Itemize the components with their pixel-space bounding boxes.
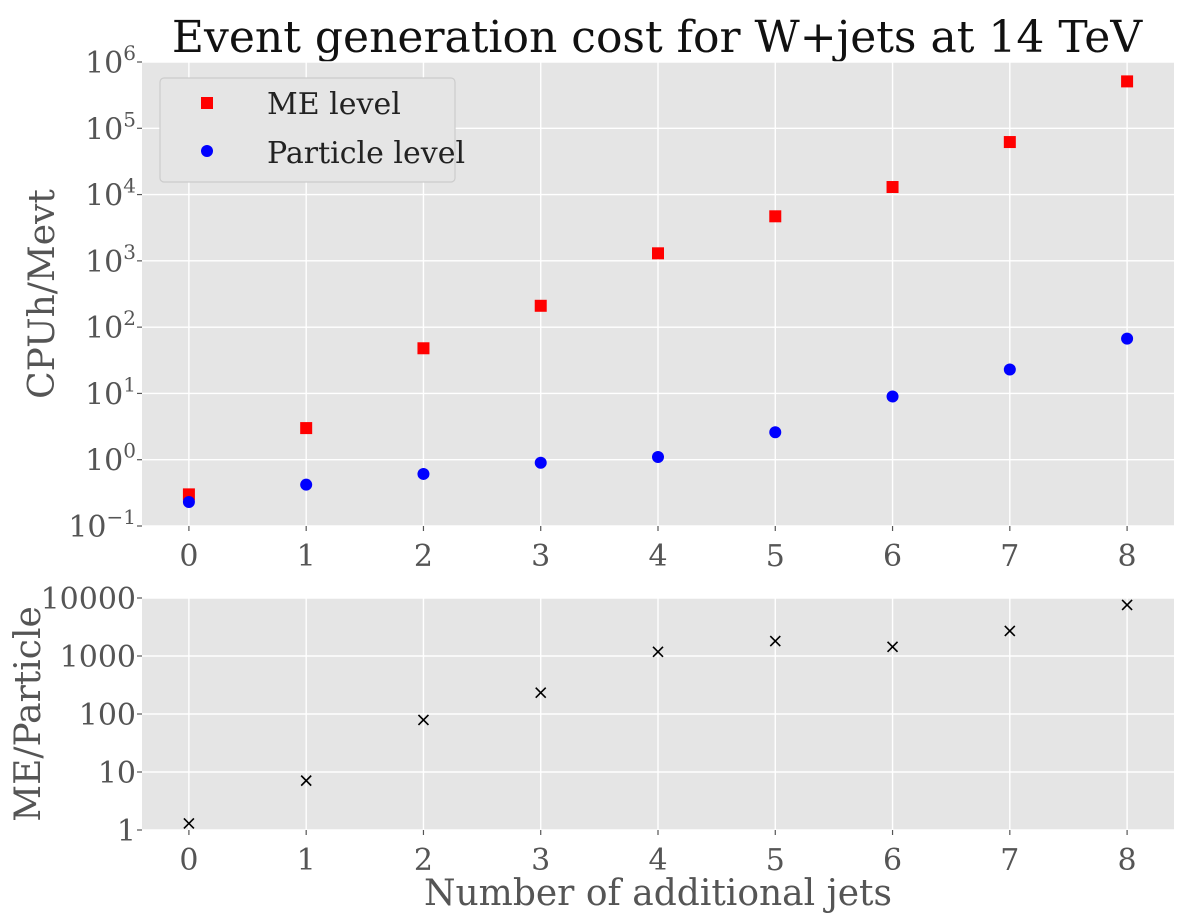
point-particle-level xyxy=(300,478,313,491)
bottom-x-tick-label: 0 xyxy=(179,843,198,878)
point-me-particle-stroke xyxy=(652,646,664,658)
legend-label-particle-level: Particle level xyxy=(267,136,465,171)
point-me-particle-stroke xyxy=(769,635,781,647)
point-me-particle-stroke xyxy=(1004,625,1016,637)
point-me-particle xyxy=(1121,599,1133,611)
bottom-y-tick-label: 10000 xyxy=(41,582,136,617)
bottom-y-tick-label: 10 xyxy=(98,756,136,791)
top-y-axis-label: CPUh/Mevt xyxy=(22,189,63,399)
point-me-particle-stroke xyxy=(183,817,195,829)
point-me-particle xyxy=(1004,625,1016,637)
top-y-tick-label: 105 xyxy=(85,107,136,147)
bottom-panel: 0 1 2 3 4 5 6 7 8 1 10 100 1000 10000 ME/Particle Num… xyxy=(8,582,1174,914)
point-particle-level xyxy=(652,450,664,463)
point-me-level xyxy=(1003,136,1016,149)
top-panel: 0 1 2 3 4 5 6 7 8 10−1 100 101 102 103 104 105 106 CPUh/… xyxy=(22,41,1174,574)
point-me-particle xyxy=(300,775,312,787)
top-x-tick-label: 3 xyxy=(531,539,550,574)
point-particle-level xyxy=(182,496,195,509)
point-me-particle-stroke xyxy=(886,641,899,653)
legend-label-me-level: ME level xyxy=(267,87,401,122)
point-particle-level xyxy=(1121,332,1134,345)
point-me-level xyxy=(534,299,547,312)
point-me-particle-stroke xyxy=(300,775,312,787)
top-y-tick-label: 10−1 xyxy=(68,505,136,545)
point-particle-level xyxy=(1003,363,1016,376)
top-x-tick-label: 7 xyxy=(1000,539,1019,574)
bottom-x-tick-label: 3 xyxy=(531,843,550,878)
point-me-particle xyxy=(886,641,899,653)
bottom-x-tick-label: 5 xyxy=(766,843,785,878)
bottom-x-tick-label: 1 xyxy=(297,843,316,878)
point-me-particle-stroke xyxy=(1121,599,1133,611)
bottom-x-tick-label: 7 xyxy=(1000,843,1019,878)
legend-box xyxy=(159,77,456,183)
top-x-tick-label: 1 xyxy=(297,539,316,574)
legend-circle-marker xyxy=(201,145,213,157)
top-x-tick-label: 0 xyxy=(179,539,198,574)
top-x-tick-label: 8 xyxy=(1118,539,1137,574)
bottom-y-tick-label: 1000 xyxy=(60,640,136,675)
top-y-tick-label: 103 xyxy=(85,240,136,280)
top-y-tick-label: 102 xyxy=(85,306,136,346)
top-x-tick-label: 4 xyxy=(648,539,667,574)
legend-square-marker xyxy=(201,97,213,109)
point-me-particle xyxy=(769,635,781,647)
bottom-x-tick-label: 4 xyxy=(648,843,667,878)
point-me-level xyxy=(300,422,313,435)
top-y-tick-label: 104 xyxy=(85,174,136,214)
bottom-y-tick-label: 1 xyxy=(117,814,136,849)
bottom-y-axis-label: ME/Particle xyxy=(8,606,49,822)
point-me-level xyxy=(769,210,782,223)
bottom-x-tick-label: 8 xyxy=(1118,843,1137,878)
bottom-x-tick-label: 2 xyxy=(414,843,433,878)
top-x-tick-label: 6 xyxy=(883,539,902,574)
point-me-level xyxy=(652,247,664,260)
point-me-particle xyxy=(183,817,195,829)
point-me-particle-stroke xyxy=(535,687,547,699)
chart-title: Event generation cost for W+jets at 14 T… xyxy=(172,12,1143,63)
point-me-particle xyxy=(417,714,430,726)
bottom-x-tick-label: 6 xyxy=(883,843,902,878)
point-particle-level xyxy=(886,390,899,403)
top-x-tick-label: 5 xyxy=(766,539,785,574)
top-y-tick-label: 101 xyxy=(85,372,136,412)
point-me-level xyxy=(417,342,430,355)
top-x-tick-label: 2 xyxy=(414,539,433,574)
point-particle-level xyxy=(417,467,430,480)
top-y-tick-label: 106 xyxy=(85,41,136,81)
point-me-particle xyxy=(535,687,547,699)
top-y-tick-label: 100 xyxy=(85,439,136,479)
x-axis-label: Number of additional jets xyxy=(424,873,892,914)
legend: ME level Particle level xyxy=(159,77,465,183)
point-me-particle-stroke xyxy=(417,714,430,726)
point-me-particle xyxy=(652,646,664,658)
point-me-level xyxy=(1121,75,1134,88)
point-particle-level xyxy=(769,426,782,439)
point-me-level xyxy=(886,181,899,194)
bottom-y-tick-label: 100 xyxy=(79,698,136,733)
point-particle-level xyxy=(534,456,547,469)
